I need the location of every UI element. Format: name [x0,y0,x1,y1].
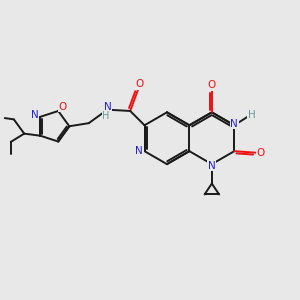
Text: H: H [102,111,110,121]
Text: N: N [135,146,143,156]
Text: H: H [248,110,255,120]
Text: N: N [103,102,111,112]
Text: N: N [230,119,238,129]
Text: O: O [208,80,216,90]
Text: O: O [257,148,265,158]
Text: O: O [58,102,67,112]
Text: O: O [135,80,144,89]
Text: N: N [208,160,216,171]
Text: N: N [31,110,38,120]
